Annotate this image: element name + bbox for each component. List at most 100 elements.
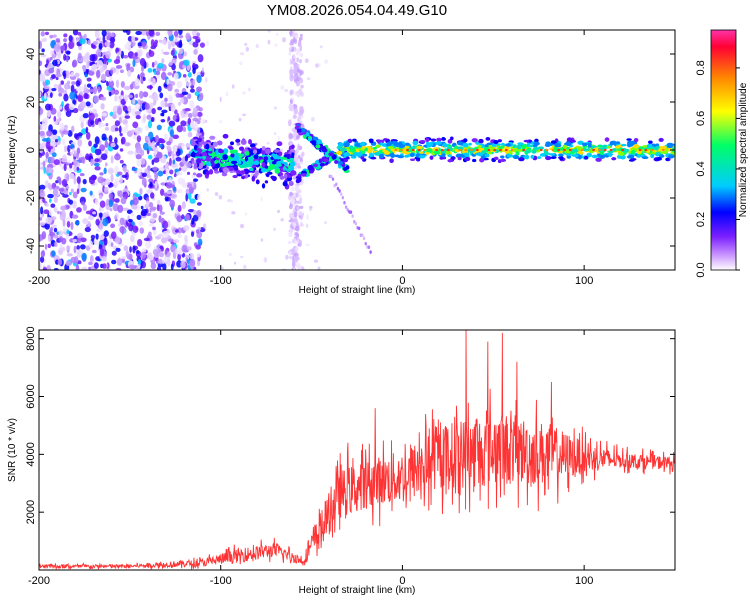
column-blob [297, 143, 300, 151]
line-blob [665, 157, 670, 162]
noise-blob [166, 190, 173, 195]
noise-blob [189, 198, 196, 204]
noise-blob [85, 153, 90, 161]
column-blob [291, 238, 295, 244]
noise-blob [51, 152, 57, 158]
band-blob [205, 143, 210, 150]
noise-blob [162, 220, 169, 229]
noise-blob [91, 249, 97, 254]
line-blob [447, 158, 453, 163]
column-blob [299, 45, 303, 52]
line-blob [641, 156, 649, 160]
noise-blob [121, 127, 129, 134]
noise-blob [156, 151, 163, 159]
noise-blob [121, 174, 128, 179]
noise-blob [41, 138, 49, 142]
band-blob [232, 174, 238, 179]
noise-blob [98, 244, 103, 250]
line-blob [648, 140, 653, 144]
noise-blob [76, 176, 81, 184]
line-blob [497, 139, 502, 143]
faint-blob [263, 257, 268, 263]
line-blob [429, 155, 434, 160]
noise-blob [68, 192, 72, 196]
line-blob [548, 153, 556, 156]
noise-blob [63, 163, 67, 172]
noise-blob [168, 238, 174, 243]
line-blob [415, 153, 420, 157]
noise-blob [183, 225, 190, 232]
noise-blob [45, 216, 52, 225]
column-blob [296, 221, 299, 225]
noise-blob [149, 102, 154, 109]
peak-dot [510, 148, 514, 152]
noise-blob [192, 41, 199, 48]
noise-blob [169, 199, 176, 208]
noise-blob [114, 165, 119, 175]
noise-blob [187, 93, 192, 100]
line-blob [563, 144, 567, 150]
noise-blob [110, 32, 115, 38]
line-blob [457, 156, 462, 161]
spectrogram-x-tick-label: -200 [28, 275, 50, 287]
column-blob [293, 107, 299, 115]
peak-dot [644, 148, 648, 152]
noise-blob [109, 207, 113, 212]
faint-blob [260, 196, 263, 202]
noise-blob [58, 105, 63, 110]
faint-blob [273, 132, 277, 136]
peak-dot [411, 148, 415, 152]
noise-blob [139, 187, 143, 195]
noise-blob [160, 49, 164, 55]
column-blob [294, 211, 298, 218]
noise-blob [45, 151, 49, 159]
noise-blob [60, 205, 67, 211]
noise-blob [65, 110, 72, 117]
noise-blob [167, 30, 173, 37]
faint-blob [311, 116, 315, 122]
faint-blob [277, 135, 280, 141]
noise-blob [137, 172, 141, 177]
column-blob [299, 77, 304, 84]
line-blob [372, 146, 377, 150]
noise-blob [56, 176, 61, 181]
noise-blob [72, 99, 76, 105]
line-blob [369, 152, 373, 157]
noise-blob [56, 118, 60, 124]
line-blob [630, 157, 637, 161]
noise-blob [114, 198, 120, 203]
noise-blob [63, 93, 69, 102]
noise-blob [141, 41, 147, 47]
noise-blob [185, 213, 191, 221]
noise-blob [198, 116, 202, 121]
line-blob [608, 150, 614, 154]
band-blob [228, 146, 234, 150]
line-blob [383, 151, 391, 155]
noise-blob [132, 59, 136, 67]
band-blob [216, 140, 223, 146]
band-blob [242, 162, 249, 168]
noise-blob [158, 215, 162, 223]
band-blob [291, 144, 295, 150]
noise-blob [140, 260, 147, 269]
band-blob [244, 151, 250, 156]
column-blob [288, 250, 292, 256]
line-blob [464, 156, 471, 162]
noise-blob [115, 65, 123, 69]
noise-blob [132, 197, 139, 206]
line-blob [486, 142, 494, 146]
noise-blob [116, 258, 123, 266]
band-blob [247, 158, 254, 164]
line-blob [633, 144, 640, 149]
noise-blob [117, 51, 122, 56]
noise-blob [138, 220, 143, 226]
faint-blob [276, 32, 279, 37]
noise-blob [162, 263, 167, 270]
noise-blob [163, 133, 168, 142]
line-blob [595, 157, 602, 162]
noise-blob [122, 105, 128, 112]
noise-blob [117, 171, 123, 176]
line-blob [545, 141, 551, 146]
noise-blob [103, 230, 109, 237]
noise-blob [173, 72, 179, 81]
